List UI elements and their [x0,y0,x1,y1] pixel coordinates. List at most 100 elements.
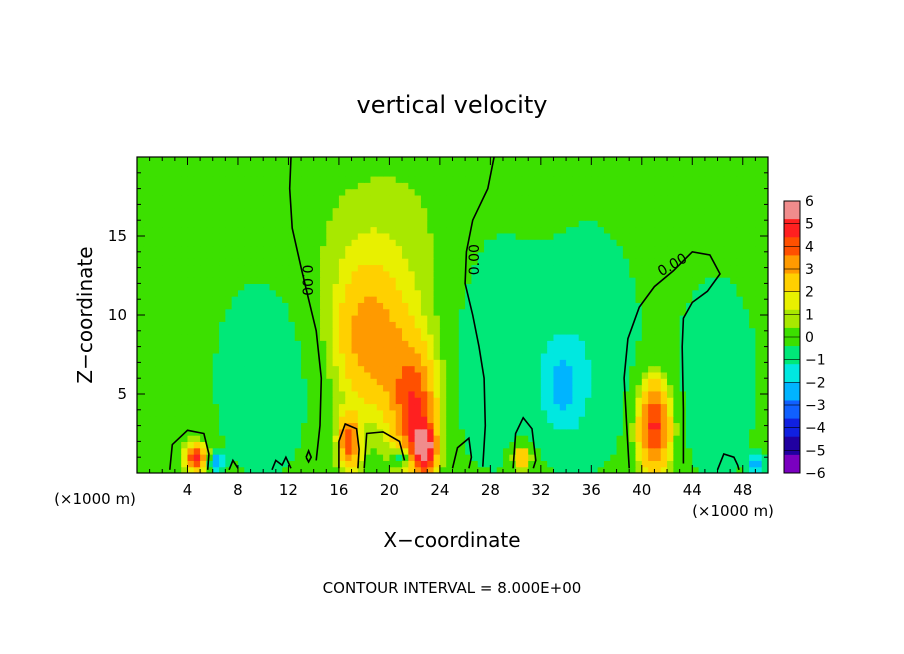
heat-cell [723,277,731,284]
heat-cell [402,435,409,442]
heat-cell [484,346,491,354]
heat-cell [149,365,157,373]
heat-cell [225,321,233,329]
heat-cell [439,416,447,424]
heat-cell [319,308,327,316]
heat-cell [711,422,719,430]
heat-cell [256,232,264,240]
heat-cell [357,321,365,329]
heat-cell [540,403,548,411]
heat-cell [723,194,731,202]
heat-cell [395,428,403,436]
heat-cell [452,296,460,303]
heat-cell [749,371,756,379]
heat-cell [660,308,668,316]
heat-cell [704,302,712,310]
heat-cell [603,169,611,177]
heat-cell [351,245,359,253]
heat-cell [572,308,580,316]
heat-cell [452,428,460,436]
heat-cell [749,359,756,367]
heat-cell [301,245,308,253]
heat-cell [433,365,441,373]
heat-cell [137,207,144,215]
heat-cell [591,352,599,360]
heat-cell [723,422,731,430]
heat-cell [446,447,454,455]
heat-cell [250,213,258,221]
heat-cell [477,188,485,196]
heat-cell [256,264,264,272]
heat-cell [496,302,504,310]
heat-cell [301,352,308,360]
heat-cell [219,327,226,335]
heat-cell [597,302,605,310]
heat-cell [193,403,201,411]
heat-cell [275,296,283,303]
heat-cell [540,232,548,240]
heat-cell [648,454,656,461]
heat-cell [275,441,283,449]
heat-cell [187,321,195,329]
heat-cell [200,220,208,228]
heat-cell [603,283,611,291]
heat-cell [433,390,441,398]
heat-cell [654,289,662,297]
heat-cell [635,327,643,335]
heat-cell [319,441,327,449]
heat-cell [219,321,226,329]
heat-cell [698,308,706,316]
heat-cell [319,251,327,259]
heat-cell [332,201,340,209]
heat-cell [635,340,643,348]
heat-cell [313,308,321,316]
heat-cell [723,428,731,436]
heat-cell [610,333,618,341]
heat-cell [540,213,548,221]
heat-cell [357,157,365,164]
heat-cell [143,416,151,424]
heat-cell [458,403,466,411]
heat-cell [616,378,624,386]
heat-cell [616,264,624,272]
heat-cell [730,390,738,398]
heat-cell [206,258,214,266]
heat-cell [547,157,555,164]
heat-cell [155,416,163,424]
heat-cell [698,277,706,284]
heat-cell [244,163,252,171]
heat-cell [717,188,725,196]
heat-cell [332,416,340,424]
heat-cell [420,428,428,436]
heat-cell [736,460,744,468]
heat-cell [439,454,447,461]
heat-cell [717,194,725,202]
heat-cell [414,163,422,171]
heat-cell [338,435,346,442]
heat-cell [414,365,422,373]
heat-cell [704,296,712,303]
heat-cell [383,188,390,196]
heat-cell [307,289,315,297]
heat-cell [698,258,706,266]
heat-cell [534,378,542,386]
heat-cell [622,365,630,373]
heat-cell [250,182,258,190]
heat-cell [250,359,258,367]
heat-cell [357,194,365,202]
heat-cell [193,264,201,272]
heat-cell [547,283,555,291]
heat-cell [723,258,731,266]
heat-cell [408,409,416,417]
heat-cell [553,226,561,234]
heat-cell [446,308,454,316]
heat-cell [256,378,264,386]
heat-cell [736,409,744,417]
heat-cell [635,207,643,215]
heat-cell [383,289,390,297]
heat-cell [162,416,170,424]
heat-cell [553,188,561,196]
heat-cell [749,232,756,240]
heat-cell [528,460,536,468]
heat-cell [692,201,700,209]
